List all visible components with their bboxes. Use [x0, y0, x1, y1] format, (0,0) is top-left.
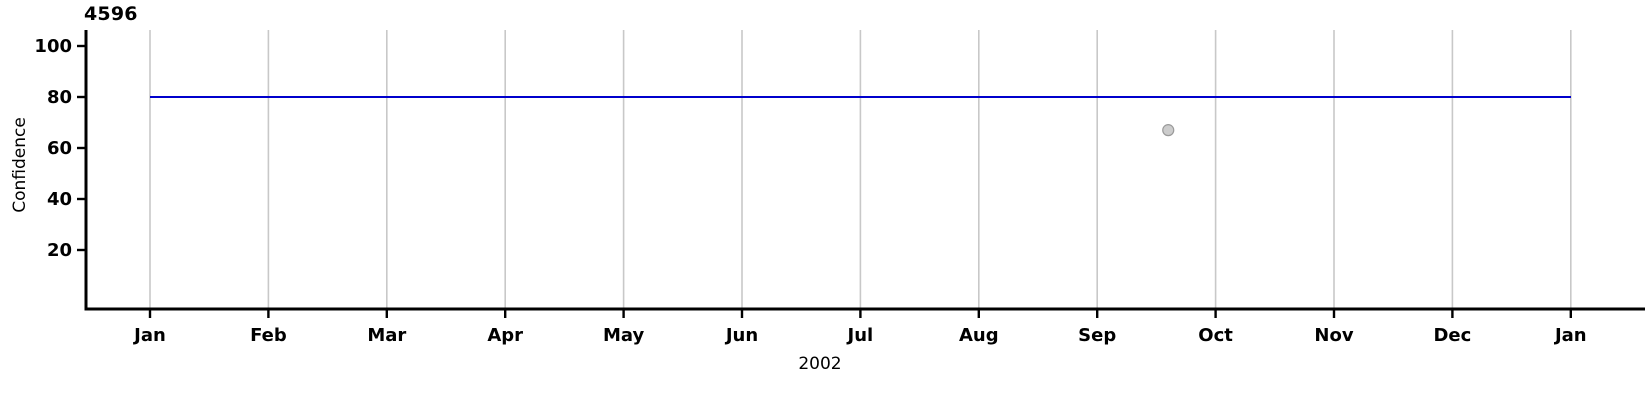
- x-tick-label: May: [603, 325, 645, 346]
- tick-marks: [77, 44, 1573, 318]
- x-tick-label: Nov: [1314, 325, 1353, 346]
- x-tick-label: Sep: [1078, 325, 1116, 346]
- x-tick-label: Jan: [132, 325, 166, 346]
- y-tick-label: 40: [47, 189, 72, 210]
- x-tick-label: Jun: [724, 325, 758, 346]
- x-axis-label: 2002: [798, 354, 841, 374]
- data-points: [1162, 124, 1175, 137]
- data-point-marker: [1162, 124, 1175, 137]
- x-tick-labels: Jan Feb Mar Apr May Jun Jul Aug Sep Oct Nov Dec Jan: [132, 325, 1586, 346]
- x-tick-label: Mar: [367, 325, 406, 346]
- x-tick-label: Dec: [1433, 325, 1471, 346]
- y-tick-labels: 20 40 60 80 100: [34, 36, 72, 261]
- x-tick-label: Jul: [846, 325, 874, 346]
- chart-title: 4596: [84, 3, 138, 25]
- x-tick-label: Jan: [1553, 325, 1587, 346]
- x-tick-label: Aug: [959, 325, 999, 346]
- axes: [84, 30, 1645, 311]
- x-tick-label: Oct: [1198, 325, 1233, 346]
- x-tick-label: Apr: [487, 325, 523, 346]
- y-tick-label: 60: [47, 138, 72, 159]
- x-tick-label: Feb: [250, 325, 287, 346]
- y-tick-label: 80: [47, 87, 72, 108]
- gridlines: [149, 30, 1572, 308]
- y-tick-label: 100: [34, 36, 72, 57]
- y-tick-label: 20: [47, 240, 72, 261]
